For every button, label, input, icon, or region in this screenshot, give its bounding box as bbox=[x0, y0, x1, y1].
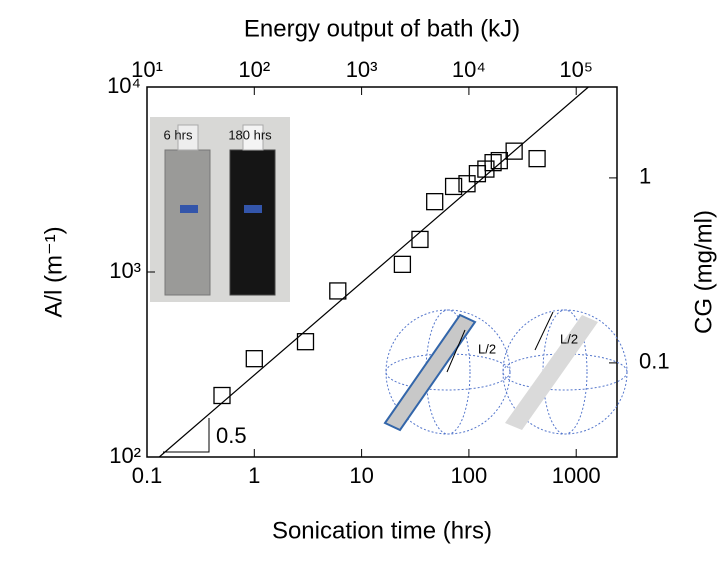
arrow bbox=[446, 329, 466, 373]
x-tick-label: 1 bbox=[248, 463, 260, 488]
point bbox=[393, 255, 412, 273]
annotation: 6 hrs bbox=[164, 127, 193, 142]
x2-tick-label: 10⁵ bbox=[559, 57, 593, 82]
point bbox=[444, 177, 463, 196]
arrow bbox=[534, 311, 554, 351]
x-tick-label: 0.1 bbox=[132, 463, 163, 488]
rod bbox=[505, 315, 598, 430]
fit-line bbox=[158, 86, 589, 458]
inset-spheres bbox=[385, 309, 628, 435]
annotation: L/2 bbox=[478, 341, 496, 356]
point bbox=[458, 175, 476, 193]
rod bbox=[383, 313, 477, 432]
y-axis-title: A/l (m⁻¹) bbox=[40, 226, 67, 317]
point bbox=[490, 151, 508, 170]
x-tick-label: 10 bbox=[349, 463, 373, 488]
x-axis-title: Sonication time (hrs) bbox=[272, 517, 492, 544]
y2-tick-label: 0.1 bbox=[639, 349, 670, 374]
point bbox=[505, 142, 523, 160]
point bbox=[411, 230, 429, 249]
y2-tick-label: 1 bbox=[639, 164, 651, 189]
x2-tick-label: 10⁴ bbox=[452, 57, 486, 82]
point bbox=[296, 333, 315, 351]
y-tick-label: 10² bbox=[109, 443, 141, 468]
inset-photo bbox=[150, 117, 290, 302]
x2-tick-label: 10³ bbox=[346, 57, 378, 82]
point bbox=[528, 149, 546, 168]
x-tick-label: 100 bbox=[451, 463, 488, 488]
y-tick-label: 10⁴ bbox=[107, 73, 141, 98]
slope-label: 0.5 bbox=[216, 423, 247, 448]
x2-tick-label: 10² bbox=[238, 57, 270, 82]
x-tick-label: 1000 bbox=[552, 463, 601, 488]
annotation: 180 hrs bbox=[228, 127, 272, 142]
top-axis-title: Energy output of bath (kJ) bbox=[244, 15, 520, 42]
point bbox=[213, 386, 231, 405]
y-tick-label: 10³ bbox=[109, 258, 141, 283]
point bbox=[245, 350, 263, 368]
point bbox=[426, 193, 444, 211]
point bbox=[329, 282, 347, 300]
point bbox=[484, 154, 502, 172]
y2-axis-title: CG (mg/ml) bbox=[690, 210, 717, 334]
slope-triangle bbox=[163, 418, 210, 453]
annotation: L/2 bbox=[560, 331, 578, 346]
x2-tick-label: 10¹ bbox=[131, 57, 163, 82]
